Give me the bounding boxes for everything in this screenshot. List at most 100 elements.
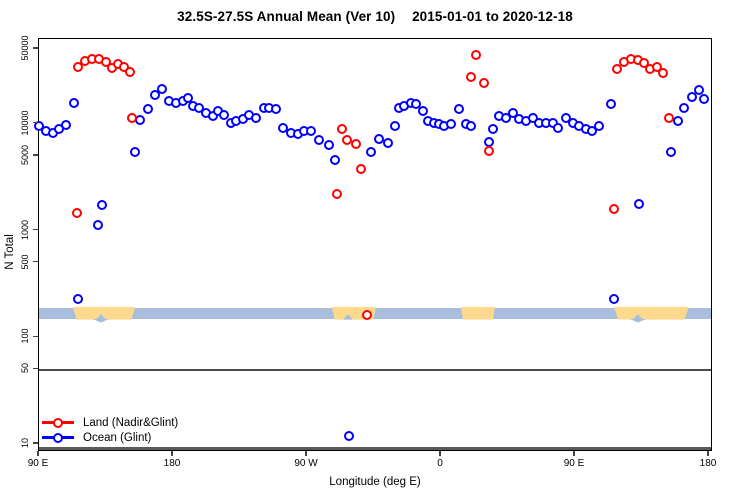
data-point-land: [73, 62, 83, 72]
data-point-ocean: [366, 147, 377, 158]
data-point-land: [638, 57, 649, 68]
chart-title: 32.5S-27.5S Annual Mean (Ver 10) 2015-01…: [0, 9, 750, 24]
x-tick-mark: [37, 451, 39, 456]
data-point-ocean: [698, 93, 709, 104]
band-notch: [342, 314, 353, 320]
bottom-axis-line: [39, 447, 711, 450]
data-point-ocean: [389, 121, 400, 132]
data-point-land: [483, 145, 494, 156]
y-tick-label: 500: [20, 254, 30, 270]
data-point-ocean: [453, 104, 464, 115]
band-bump: [91, 318, 110, 323]
x-tick-mark: [707, 451, 709, 456]
band-bump: [628, 318, 647, 323]
data-point-ocean: [605, 99, 616, 110]
legend-marker-land: [42, 417, 74, 428]
data-point-ocean: [608, 294, 619, 305]
data-point-land: [336, 124, 347, 135]
data-point-ocean: [593, 121, 604, 132]
data-point-ocean: [507, 108, 518, 119]
x-tick-label: 180: [163, 458, 181, 469]
data-point-ocean: [527, 113, 538, 124]
land-band-patch: [613, 307, 689, 320]
legend-row-land: Land (Nadir&Glint): [42, 415, 178, 430]
data-point-ocean: [343, 430, 354, 441]
data-point-land: [478, 77, 489, 88]
y-tick-label: 10000: [20, 110, 30, 136]
data-point-land: [663, 112, 674, 123]
data-point-ocean: [665, 147, 676, 158]
data-point-ocean: [678, 102, 689, 113]
data-point-land: [657, 67, 668, 78]
x-tick-label: 90 E: [563, 458, 585, 469]
data-point-ocean: [183, 92, 194, 103]
data-point-ocean: [686, 92, 697, 103]
data-point-land: [651, 61, 662, 72]
data-point-ocean: [445, 119, 456, 130]
data-point-land: [127, 112, 138, 123]
legend-row-ocean: Ocean (Glint): [42, 430, 178, 445]
x-tick-mark: [305, 451, 307, 456]
land-band-patch: [460, 307, 495, 320]
chart-title-dates: 2015-01-01 to 2020-12-18: [412, 9, 573, 24]
y-tick-mark: [33, 154, 38, 156]
data-point-ocean: [323, 140, 334, 151]
y-tick-mark: [33, 228, 38, 231]
data-point-ocean: [130, 147, 141, 158]
data-point-ocean: [306, 125, 317, 136]
data-point-ocean: [218, 109, 229, 120]
x-axis-title: Longitude (deg E): [329, 476, 421, 488]
data-point-ocean: [672, 116, 683, 127]
data-point-ocean: [487, 123, 498, 134]
data-point-ocean: [633, 198, 644, 209]
y-tick-mark: [33, 367, 38, 370]
data-point-ocean: [552, 122, 563, 133]
y-tick-mark: [33, 442, 38, 444]
data-point-land: [465, 72, 476, 82]
data-point-ocean: [96, 199, 107, 210]
legend-marker-ocean: [42, 432, 74, 443]
data-point-ocean: [329, 154, 340, 165]
data-point-ocean: [271, 104, 282, 115]
x-tick-label: 90 W: [294, 458, 318, 469]
data-point-land: [71, 207, 82, 218]
data-point-ocean: [500, 113, 511, 124]
plot-area: Land (Nadir&Glint) Ocean (Glint): [34, 38, 712, 451]
x-tick-mark: [171, 451, 173, 456]
y-tick-mark: [33, 335, 38, 337]
x-tick-mark: [439, 451, 441, 456]
data-point-land: [470, 50, 481, 61]
x-tick-mark: [573, 451, 575, 456]
y-tick-label: 1000: [20, 219, 30, 240]
data-point-ocean: [250, 113, 261, 124]
data-point-ocean: [313, 135, 324, 146]
data-point-ocean: [156, 84, 167, 95]
legend-label-ocean: Ocean (Glint): [83, 431, 152, 444]
data-point-ocean: [465, 121, 476, 132]
y-tick-mark: [33, 260, 38, 263]
data-point-land: [124, 67, 135, 78]
data-point-land: [355, 164, 366, 175]
band-notch: [632, 314, 643, 320]
legend: Land (Nadir&Glint) Ocean (Glint): [42, 415, 178, 445]
legend-label-land: Land (Nadir&Glint): [83, 416, 179, 429]
data-point-ocean: [142, 103, 153, 114]
data-point-ocean: [68, 97, 79, 108]
data-point-ocean: [410, 99, 421, 110]
data-point-ocean: [382, 138, 393, 148]
x-tick-label: 90 E: [27, 458, 49, 469]
data-point-ocean: [278, 122, 289, 133]
data-point-land: [119, 61, 129, 72]
reference-line-50: [39, 369, 711, 371]
data-point-ocean: [92, 219, 103, 230]
data-point-land: [101, 56, 111, 67]
y-axis-title: N Total: [4, 234, 16, 270]
data-point-land: [611, 63, 622, 74]
data-point-ocean: [60, 120, 71, 131]
data-point-land: [331, 189, 342, 200]
y-tick-mark: [33, 47, 38, 49]
y-tick-label: 100: [20, 328, 30, 344]
data-point-ocean: [149, 89, 160, 100]
data-point-land: [608, 204, 619, 214]
